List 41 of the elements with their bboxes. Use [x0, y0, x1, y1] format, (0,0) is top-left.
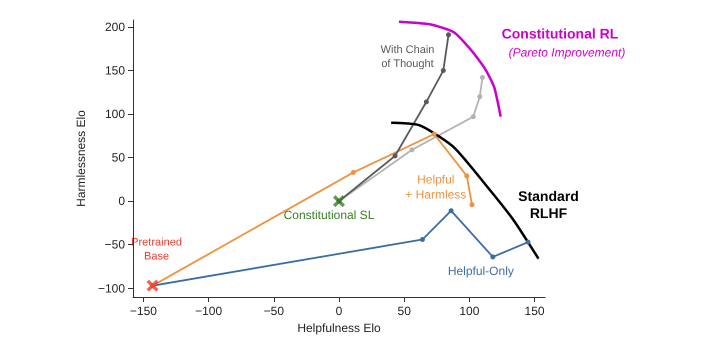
x-tick-label: 50 — [398, 304, 412, 318]
x-tick-label: −50 — [264, 304, 284, 318]
y-tick-label: 100 — [104, 107, 126, 122]
point — [490, 254, 496, 260]
point — [477, 94, 482, 100]
text: Constitutional RL — [502, 26, 619, 42]
series-label: Helpful-Only — [448, 264, 514, 278]
point — [470, 114, 476, 120]
point — [333, 195, 345, 208]
point — [480, 74, 485, 80]
x-tick-label: 150 — [524, 304, 545, 318]
x-tick-label: −100 — [195, 304, 222, 318]
y-tick-label: 200 — [104, 20, 126, 34]
series-label: Standard RLHF — [518, 188, 579, 222]
x-tick-label: 0 — [336, 304, 343, 318]
point — [424, 99, 429, 104]
y-tick-label: 0 — [118, 194, 126, 208]
y-axis-title: Harmlessness Elo — [74, 110, 88, 207]
point — [448, 208, 454, 214]
point — [526, 240, 531, 245]
point — [350, 170, 356, 175]
point — [146, 280, 159, 292]
series-label: Helpful + Harmless — [405, 172, 466, 202]
x-tick-label: −150 — [130, 304, 158, 318]
y-tick-label: −100 — [98, 281, 126, 296]
point — [410, 147, 415, 152]
point — [446, 32, 452, 38]
annotation: (Pareto Improvement) — [508, 46, 626, 60]
y-tick-label: 150 — [104, 64, 126, 78]
x-axis-title: Helpfulness Elo — [297, 320, 382, 335]
series-label: Constitutional SL — [284, 208, 375, 222]
series-label: With Chain of Thought — [380, 44, 434, 70]
point — [440, 68, 446, 74]
point — [392, 153, 398, 158]
point — [469, 202, 474, 208]
y-tick-label: −50 — [104, 238, 126, 252]
point — [464, 173, 470, 178]
y-tick-label: 50 — [112, 150, 126, 165]
x-tick-label: 100 — [459, 304, 480, 318]
point — [432, 132, 437, 137]
point — [420, 237, 425, 242]
